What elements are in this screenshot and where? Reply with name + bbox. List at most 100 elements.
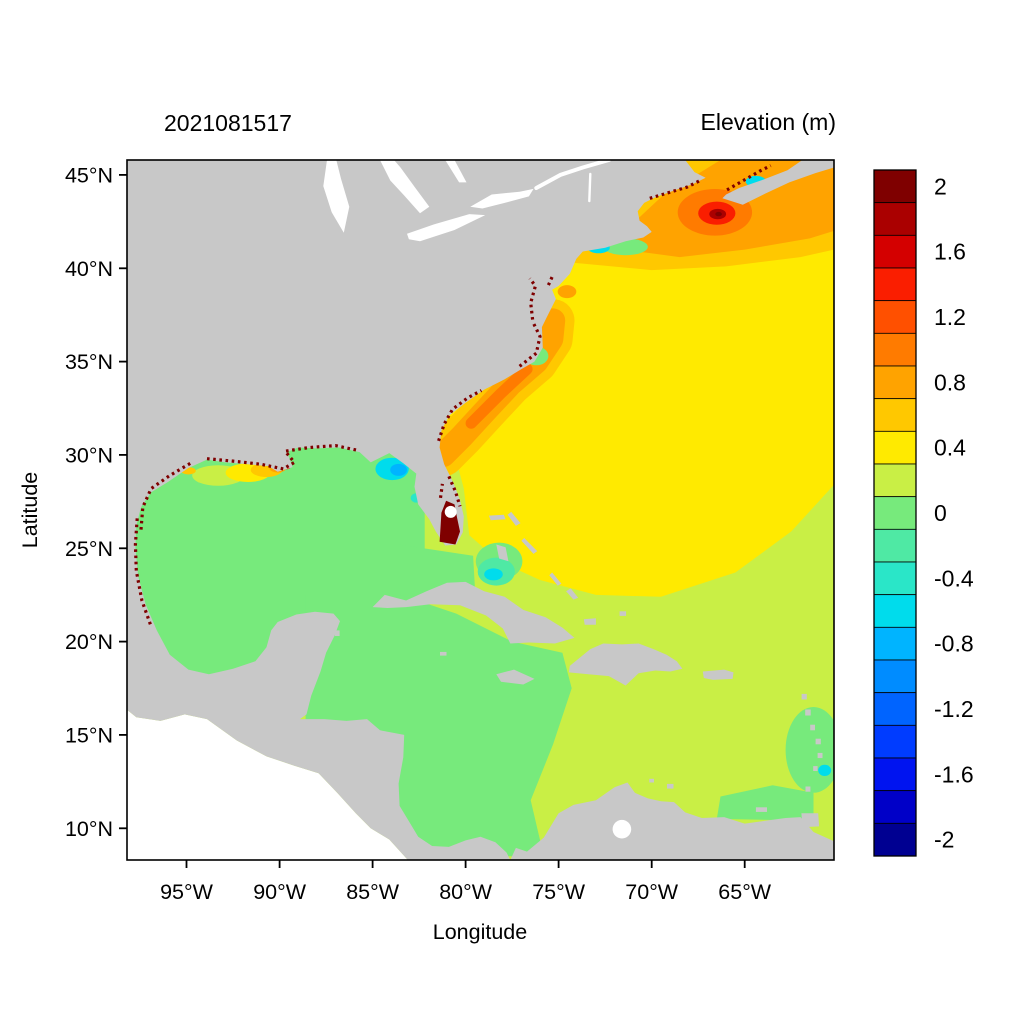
colorbar-cell (873, 822, 917, 857)
land-margarita (755, 807, 767, 812)
colorbar-cell (873, 790, 917, 824)
colorbar-cell (873, 398, 917, 432)
y-tick-label: 15°N (65, 723, 113, 747)
colorbar-tick-label: 1.2 (934, 304, 966, 330)
y-tick-label: 30°N (65, 443, 113, 467)
land-trinidad (801, 813, 820, 828)
land-long-island-bahamas (549, 572, 562, 586)
lake-lake-champlain (588, 172, 592, 203)
land-grenada (805, 786, 811, 792)
region-gulf-stream-peak (465, 363, 533, 429)
colorbar: 2 1.6 1.2 0.8 0.4 0 -0.4 -0.8 -1.2 -1.6 -2 (873, 169, 974, 857)
region-speckle-kissimmee (438, 483, 444, 499)
land-grand-cayman (440, 651, 447, 656)
land-martinique (815, 738, 821, 745)
x-axis: 95°W 90°W 85°W 80°W 75°W 70°W 65°W (160, 860, 772, 904)
region-speckle-florida-lagoon (447, 475, 462, 507)
region-bahamas-core (484, 568, 503, 581)
land-dominica (810, 724, 815, 731)
lake-georgian-bay (445, 160, 467, 183)
land-curacao (667, 783, 674, 789)
region-speckle-chesapeake (528, 277, 538, 320)
land-puerto-rico (702, 669, 734, 680)
x-axis-title: Longitude (433, 920, 527, 944)
colorbar-tick-label: 1.6 (934, 239, 966, 265)
land-jamaica (496, 669, 535, 685)
y-tick-label: 35°N (65, 350, 113, 374)
land-turks (619, 611, 627, 616)
lake-lake-huron (380, 160, 430, 214)
colorbar-cell (873, 594, 917, 628)
region-speckle-louisiana-coast (206, 443, 359, 471)
elevation-title: Elevation (m) (701, 109, 836, 135)
x-tick-label: 85°W (346, 880, 400, 904)
colorbar-cell (873, 267, 917, 302)
x-tick-label: 90°W (253, 880, 307, 904)
y-axis: 45°N 40°N 35°N 30°N 25°N 20°N 15°N 10°N (65, 163, 127, 841)
colorbar-cell (873, 202, 917, 236)
colorbar-cell (873, 169, 917, 204)
x-tick-label: 70°W (625, 880, 679, 904)
region-windward-isles-low (818, 764, 832, 777)
colorbar-tick-label: 0.4 (934, 435, 966, 461)
colorbar-tick-label: 0.8 (934, 369, 966, 395)
region-speckle-nova-scotia (726, 164, 772, 192)
lake-lake-ontario (470, 188, 534, 209)
region-speckle-texas-coast (139, 461, 192, 530)
colorbar-tick-label: 2 (934, 173, 947, 199)
land-st-lucia (817, 752, 823, 759)
land-south-america (510, 782, 834, 860)
y-tick-label: 45°N (65, 163, 113, 187)
land-st-vincent (813, 766, 818, 771)
colorbar-cell (873, 659, 917, 694)
colorbar-cell (873, 463, 917, 498)
colorbar-cell (873, 724, 917, 759)
land-andros (496, 544, 509, 562)
land-great-inagua (583, 618, 596, 625)
colorbar-cell (873, 365, 917, 400)
land-cozumel (334, 630, 340, 636)
colorbar-tick-label: -0.4 (934, 565, 974, 591)
colorbar-tick-label: -0.8 (934, 631, 974, 657)
outside-domain-pacific (127, 709, 408, 860)
colorbar-cell (873, 528, 917, 563)
colorbar-cell (873, 430, 917, 465)
region-speckle-delaware (546, 274, 555, 286)
region-speckle-carolina-sounds (518, 322, 542, 368)
land-nova-scotia (722, 160, 834, 205)
colorbar-tick-label: -1.6 (934, 761, 974, 787)
land-abaco (507, 511, 521, 526)
lake-lake-maracaibo (612, 819, 632, 839)
land-antigua (801, 693, 807, 700)
land-acklins (566, 588, 579, 600)
colorbar-cell (873, 561, 917, 596)
lake-lake-okeechobee (444, 505, 457, 518)
y-tick-label: 40°N (65, 257, 113, 281)
region-delmarva-high (557, 285, 577, 299)
region-florida-straits (398, 544, 475, 595)
region-venezuela-coast (716, 785, 814, 821)
y-tick-label: 10°N (65, 817, 113, 841)
colorbar-tick-label: -1.2 (934, 696, 974, 722)
land-grand-bahama (488, 514, 506, 521)
region-georges-bank-max (715, 211, 722, 217)
y-axis-title: Latitude (18, 472, 42, 549)
land-mainland-north-central-america (127, 160, 706, 860)
colorbar-cell (873, 626, 917, 661)
colorbar-cell (873, 234, 917, 269)
x-tick-label: 75°W (532, 880, 586, 904)
colorbar-frame (873, 169, 917, 857)
x-tick-label: 95°W (160, 880, 214, 904)
land-cuba (372, 581, 575, 644)
region-big-bend-core (390, 463, 407, 476)
x-tick-label: 65°W (718, 880, 772, 904)
x-tick-label: 80°W (439, 880, 493, 904)
land-eleuthera (521, 538, 538, 554)
lake-lake-erie (407, 214, 486, 242)
land-aruba (649, 778, 654, 783)
plot-border (126, 159, 835, 861)
y-tick-label: 25°N (65, 537, 113, 561)
colorbar-tick-label: -2 (934, 827, 954, 853)
colorbar-cell (873, 300, 917, 334)
